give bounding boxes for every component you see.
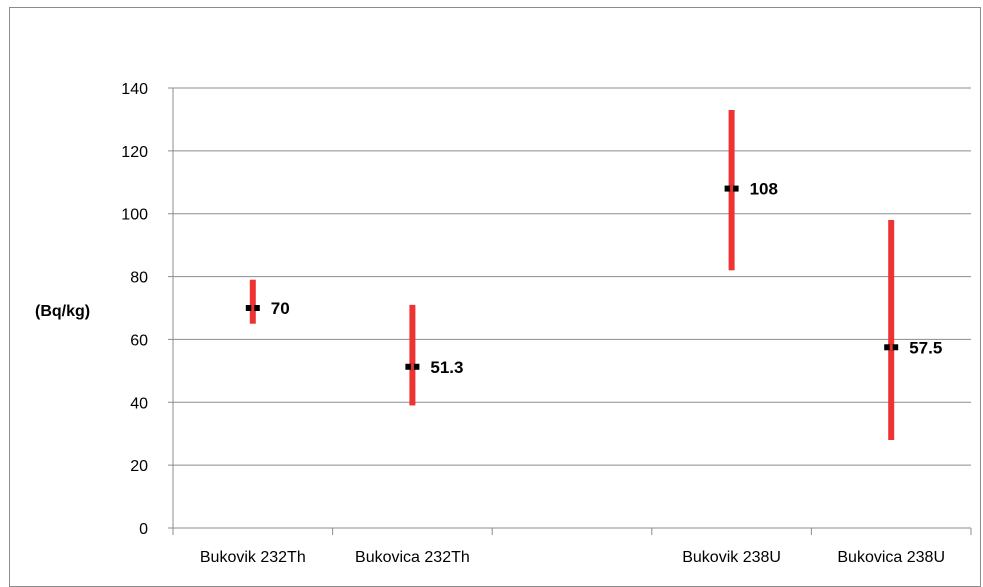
y-tick-label: 100 bbox=[121, 207, 148, 224]
y-tick-label: 120 bbox=[121, 144, 148, 161]
range-bar bbox=[888, 220, 895, 440]
x-category-label: Bukovik 232Th bbox=[200, 549, 306, 566]
y-tick-label: 140 bbox=[121, 81, 148, 98]
range-bar bbox=[249, 279, 256, 324]
value-marker-center bbox=[251, 305, 255, 311]
x-category-label: Bukovica 232Th bbox=[355, 549, 470, 566]
range-bars bbox=[249, 110, 895, 440]
gridlines bbox=[173, 87, 971, 466]
y-tick-label: 0 bbox=[139, 521, 148, 538]
y-tick-label: 60 bbox=[130, 332, 148, 349]
y-tick-labels: 0 20 40 60 80 100 120 140 bbox=[121, 81, 148, 538]
value-marker-center bbox=[410, 363, 414, 370]
data-labels: 70 51.3 108 57.5 bbox=[271, 180, 942, 377]
range-bar bbox=[409, 304, 416, 406]
value-marker-center bbox=[889, 344, 893, 351]
data-label: 57.5 bbox=[909, 338, 942, 357]
y-tick-label: 20 bbox=[130, 458, 148, 475]
y-tick-label: 40 bbox=[130, 395, 148, 412]
data-label: 70 bbox=[271, 299, 290, 318]
value-marker-center bbox=[730, 185, 734, 192]
y-tick-label: 80 bbox=[130, 270, 148, 287]
data-label: 108 bbox=[750, 180, 778, 199]
y-axis-title: (Bq/kg) bbox=[35, 303, 90, 320]
x-category-label: Bukovik 238U bbox=[682, 549, 781, 566]
data-label: 51.3 bbox=[430, 358, 463, 377]
x-category-label: Bukovica 238U bbox=[837, 549, 945, 566]
axes bbox=[168, 87, 972, 535]
value-markers bbox=[245, 185, 899, 370]
x-category-labels: Bukovik 232Th Bukovica 232Th Bukovik 238U B… bbox=[200, 549, 945, 566]
chart-frame bbox=[9, 7, 981, 587]
